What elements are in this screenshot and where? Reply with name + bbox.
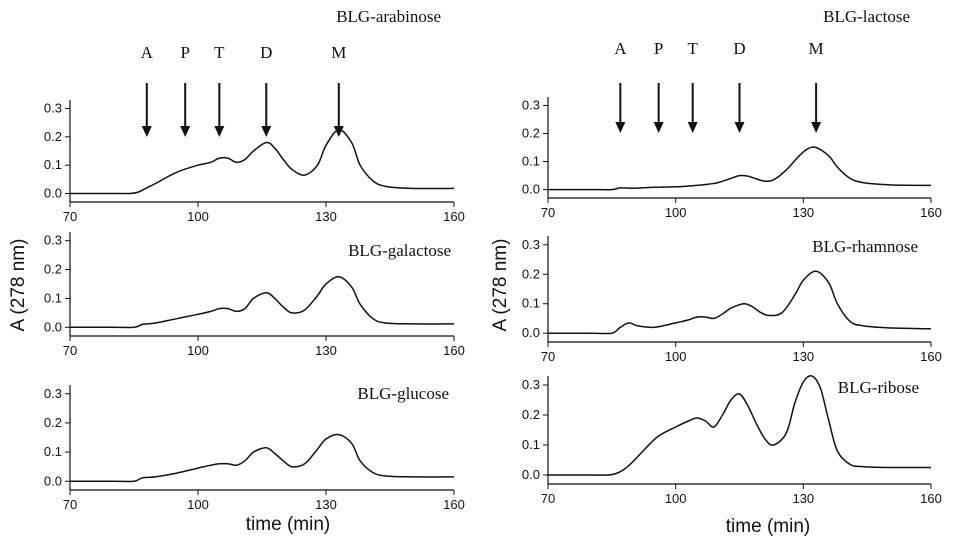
y-tick-label: 0.1 [522, 437, 540, 452]
y-axis-label-left: A (278 nm) [8, 239, 29, 332]
y-tick-label: 0.0 [44, 319, 62, 334]
x-tick-label: 130 [792, 205, 814, 220]
y-tick-label: 0.1 [44, 290, 62, 305]
series-line [70, 433, 455, 483]
marker-arrow-head [180, 126, 191, 137]
marker-label: D [733, 39, 745, 58]
x-tick-label: 130 [792, 349, 814, 364]
marker-arrow-head [615, 122, 626, 133]
x-tick-label: 70 [541, 491, 555, 506]
x-axis-label-left: time (min) [246, 514, 330, 535]
y-tick-label: 0.1 [44, 444, 62, 459]
x-tick-label: 160 [920, 349, 942, 364]
x-tick-label: 70 [541, 205, 555, 220]
x-tick-label: 70 [63, 497, 77, 512]
marker-label: M [809, 39, 824, 58]
panel-3: 0.0 0.1 0.2 0.3 70 100 130 160 BLG-glucose [44, 384, 465, 512]
y-tick-label: 0.3 [522, 97, 540, 112]
series-line [70, 276, 455, 329]
y-tick-label: 0.0 [522, 182, 540, 197]
marker-arrow-head [261, 126, 272, 137]
series-line [548, 146, 932, 191]
x-tick-label: 100 [187, 209, 209, 224]
series-line [69, 129, 455, 195]
x-tick-label: 130 [792, 491, 814, 506]
y-tick-label: 0.2 [44, 129, 62, 144]
panel-title: BLG-rhamnose [812, 237, 918, 256]
x-tick-label: 100 [187, 497, 209, 512]
marker-arrow-head [214, 126, 225, 137]
panel-5: 0.0 0.1 0.2 0.3 70 100 130 160 BLG-rhamnose [522, 236, 942, 364]
marker-arrow-head [141, 126, 152, 137]
marker-label: T [214, 43, 225, 62]
marker-label: A [614, 39, 627, 58]
y-tick-label: 0.2 [44, 262, 62, 277]
y-tick-label: 0.2 [522, 407, 540, 422]
marker-label: T [687, 39, 698, 58]
panel-title: BLG-ribose [838, 378, 919, 397]
series-line [547, 375, 932, 476]
panel-2: 0.0 0.1 0.2 0.3 70 100 130 160 BLG-galactose [44, 232, 465, 358]
x-tick-label: 160 [443, 343, 465, 358]
x-tick-label: 100 [665, 349, 687, 364]
x-tick-label: 130 [315, 343, 337, 358]
x-tick-label: 130 [315, 209, 337, 224]
panel-title: BLG-lactose [823, 7, 910, 26]
y-tick-label: 0.1 [522, 296, 540, 311]
x-tick-label: 100 [665, 491, 687, 506]
panel-4: 0.0 0.1 0.2 0.3 70 100 130 160 BLG-lactose A P T D M [522, 7, 942, 220]
marker-label: D [260, 43, 272, 62]
x-tick-label: 100 [187, 343, 209, 358]
panel-title: BLG-galactose [348, 241, 451, 260]
marker-arrow-head [811, 122, 822, 133]
y-tick-label: 0.0 [522, 467, 540, 482]
panel-6: 0.0 0.1 0.2 0.3 70 100 130 160 BLG-ribose [522, 375, 942, 506]
y-tick-label: 0.1 [522, 154, 540, 169]
y-tick-label: 0.2 [44, 415, 62, 430]
y-tick-label: 0.3 [522, 237, 540, 252]
y-tick-label: 0.1 [44, 157, 62, 172]
x-tick-label: 70 [63, 209, 77, 224]
x-axis-label-right: time (min) [726, 516, 810, 537]
x-tick-label: 160 [920, 491, 942, 506]
y-tick-label: 0.0 [44, 473, 62, 488]
marker-arrow-head [653, 122, 664, 133]
marker-label: P [654, 39, 663, 58]
x-tick-label: 70 [541, 349, 555, 364]
y-tick-label: 0.0 [44, 186, 62, 201]
y-tick-label: 0.3 [44, 386, 62, 401]
y-tick-label: 0.3 [522, 377, 540, 392]
x-tick-label: 70 [63, 343, 77, 358]
marker-label: M [331, 43, 346, 62]
marker-arrow-head [687, 122, 698, 133]
y-tick-label: 0.0 [522, 325, 540, 340]
marker-arrow-head [734, 122, 745, 133]
x-tick-label: 130 [315, 497, 337, 512]
panel-1: 0.0 0.1 0.2 0.3 70 100 130 160 BLG-arabinose A P T D… [44, 7, 465, 224]
marker-label: A [141, 43, 154, 62]
x-tick-label: 160 [443, 209, 465, 224]
x-tick-label: 100 [665, 205, 687, 220]
x-tick-label: 160 [443, 497, 465, 512]
y-tick-label: 0.3 [44, 101, 62, 116]
y-tick-label: 0.2 [522, 125, 540, 140]
panel-title: BLG-arabinose [336, 7, 441, 26]
marker-arrow-head [333, 126, 344, 137]
y-axis-label-right: A (278 nm) [490, 239, 511, 332]
panel-title: BLG-glucose [357, 384, 449, 403]
y-tick-label: 0.2 [522, 266, 540, 281]
marker-label: P [180, 43, 189, 62]
y-tick-label: 0.3 [44, 233, 62, 248]
series-line [547, 270, 932, 335]
x-tick-label: 160 [920, 205, 942, 220]
